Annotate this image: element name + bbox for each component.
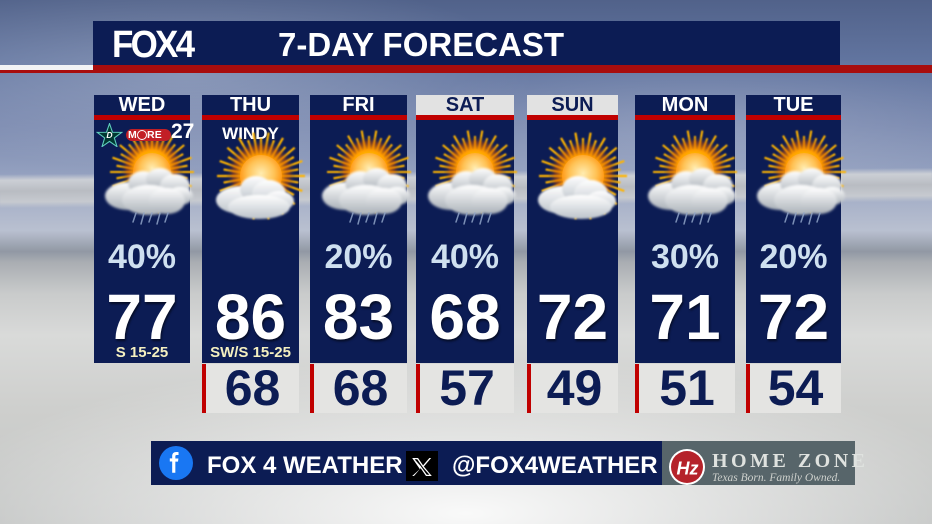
svg-text:Hz: Hz bbox=[677, 459, 699, 479]
svg-text:D: D bbox=[106, 130, 112, 140]
